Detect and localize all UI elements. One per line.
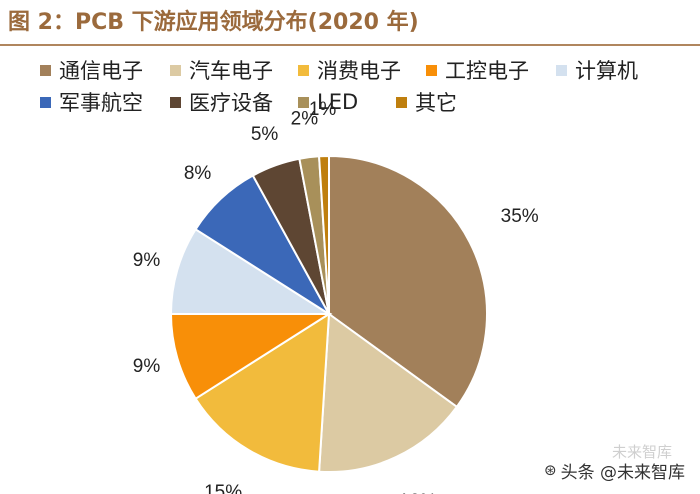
- legend-swatch: [556, 64, 567, 76]
- legend-swatch: [170, 64, 181, 76]
- slice-data-label: 9%: [133, 356, 161, 377]
- legend-item: 计算机: [556, 56, 638, 84]
- legend-label: LED: [317, 90, 359, 114]
- figure-title: 图 2：PCB 下游应用领域分布(2020 年): [8, 10, 419, 35]
- legend-label: 通信电子: [59, 59, 143, 83]
- pie-slice: [169, 227, 333, 315]
- legend-label: 汽车电子: [189, 59, 273, 83]
- source-watermark: ⊛ 头条 @未来智库: [540, 459, 685, 483]
- legend-label: 工控电子: [445, 59, 529, 83]
- legend-swatch: [40, 64, 51, 76]
- toutiao-logo-icon: ⊛: [544, 461, 557, 479]
- slice-data-label: 5%: [251, 124, 279, 145]
- legend-item: 医疗设备: [170, 88, 273, 116]
- chart-legend: 通信电子 汽车电子 消费电子 工控电子 计算机军事航空 医疗设备 LED 其它: [40, 56, 690, 120]
- faint-watermark: 未来智库: [612, 443, 673, 461]
- slice-data-label: 2%: [291, 109, 319, 130]
- slice-data-label: 1%: [309, 99, 337, 120]
- legend-swatch: [426, 64, 437, 76]
- legend-item: 消费电子: [298, 56, 401, 84]
- legend-item: 其它: [396, 88, 457, 116]
- legend-label: 消费电子: [317, 59, 401, 83]
- pie-slice: [194, 312, 331, 473]
- legend-swatch: [170, 96, 181, 108]
- pie-slice: [318, 154, 330, 315]
- pie-slice: [169, 313, 333, 401]
- slice-data-label: 8%: [184, 163, 212, 184]
- title-divider: [0, 44, 700, 46]
- pie-slice: [328, 154, 488, 409]
- legend-label: 其它: [415, 91, 457, 115]
- legend-label: 医疗设备: [189, 91, 273, 115]
- legend-label: 军事航空: [59, 91, 143, 115]
- legend-item: 汽车电子: [170, 56, 273, 84]
- legend-item: 通信电子: [40, 56, 143, 84]
- legend-item: LED: [298, 88, 358, 116]
- slice-data-label: 35%: [501, 206, 539, 227]
- watermark-text: 头条 @未来智库: [560, 462, 685, 483]
- legend-swatch: [40, 96, 51, 108]
- legend-item: 军事航空: [40, 88, 143, 116]
- pie-slice: [318, 312, 459, 474]
- slice-data-label: 16%: [399, 491, 437, 494]
- legend-label: 计算机: [575, 59, 638, 83]
- legend-swatch: [298, 64, 309, 76]
- slice-data-label: 15%: [204, 482, 242, 494]
- legend-swatch: [396, 96, 407, 108]
- legend-swatch: [298, 96, 309, 108]
- legend-item: 工控电子: [426, 56, 529, 84]
- slice-data-label: 9%: [133, 250, 161, 271]
